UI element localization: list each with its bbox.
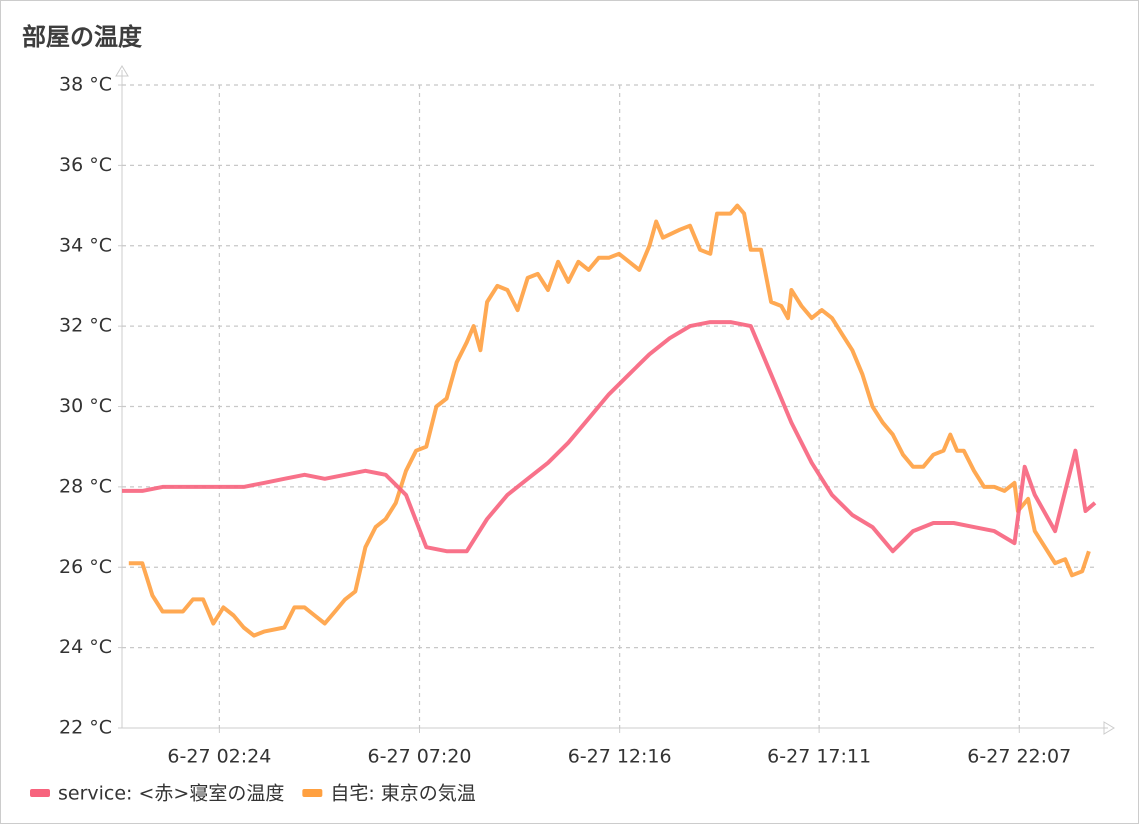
series-line — [128, 203, 1091, 638]
x-tick-label: 6-27 12:16 — [568, 746, 672, 768]
y-tick-label: 24 °C — [59, 636, 112, 658]
y-tick-label: 34 °C — [59, 234, 112, 256]
x-axis-arrow — [1103, 721, 1115, 735]
y-tick-label: 32 °C — [59, 315, 112, 337]
legend-swatch — [302, 789, 323, 797]
x-tick-label: 6-27 22:07 — [967, 746, 1071, 768]
legend-label: 自宅: 東京の気温 — [330, 783, 475, 805]
y-tick-label: 22 °C — [59, 717, 112, 739]
series-line — [122, 320, 1097, 554]
legend-label: service: <赤>寝室の温度 — [58, 783, 284, 805]
x-tick-label: 6-27 02:24 — [167, 746, 271, 768]
y-tick-label: 30 °C — [59, 395, 112, 417]
y-tick-label: 38 °C — [59, 74, 112, 96]
x-tick-label: 6-27 07:20 — [368, 746, 472, 768]
chart-title: 部屋の温度 — [22, 23, 143, 51]
legend-swatch — [30, 789, 50, 797]
y-tick-label: 26 °C — [59, 556, 112, 578]
y-tick-label: 36 °C — [59, 154, 112, 176]
y-tick-label: 28 °C — [59, 475, 112, 497]
y-axis-arrow — [115, 65, 129, 77]
x-tick-label: 6-27 17:11 — [767, 746, 871, 768]
